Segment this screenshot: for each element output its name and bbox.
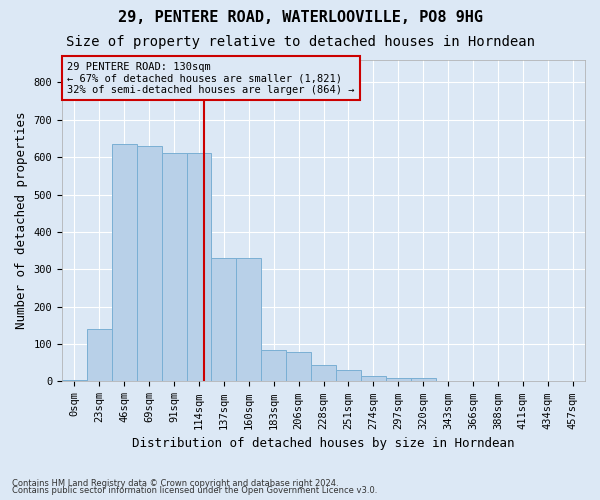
Bar [560,380,585,382]
Bar [112,144,137,382]
Bar [336,370,361,382]
Y-axis label: Number of detached properties: Number of detached properties [15,112,28,330]
Text: Size of property relative to detached houses in Horndean: Size of property relative to detached ho… [65,35,535,49]
Bar [236,258,261,382]
Bar [137,146,161,382]
Bar [211,258,236,382]
Bar [87,329,112,382]
Bar [410,378,436,382]
Text: 29 PENTERE ROAD: 130sqm
← 67% of detached houses are smaller (1,821)
32% of semi: 29 PENTERE ROAD: 130sqm ← 67% of detache… [67,62,355,95]
Bar [286,352,311,382]
Bar [261,350,286,382]
X-axis label: Distribution of detached houses by size in Horndean: Distribution of detached houses by size … [132,437,515,450]
Text: 29, PENTERE ROAD, WATERLOOVILLE, PO8 9HG: 29, PENTERE ROAD, WATERLOOVILLE, PO8 9HG [118,10,482,25]
Bar [311,364,336,382]
Bar [161,154,187,382]
Bar [187,154,211,382]
Text: Contains HM Land Registry data © Crown copyright and database right 2024.: Contains HM Land Registry data © Crown c… [12,478,338,488]
Bar [361,376,386,382]
Bar [62,380,87,382]
Text: Contains public sector information licensed under the Open Government Licence v3: Contains public sector information licen… [12,486,377,495]
Bar [386,378,410,382]
